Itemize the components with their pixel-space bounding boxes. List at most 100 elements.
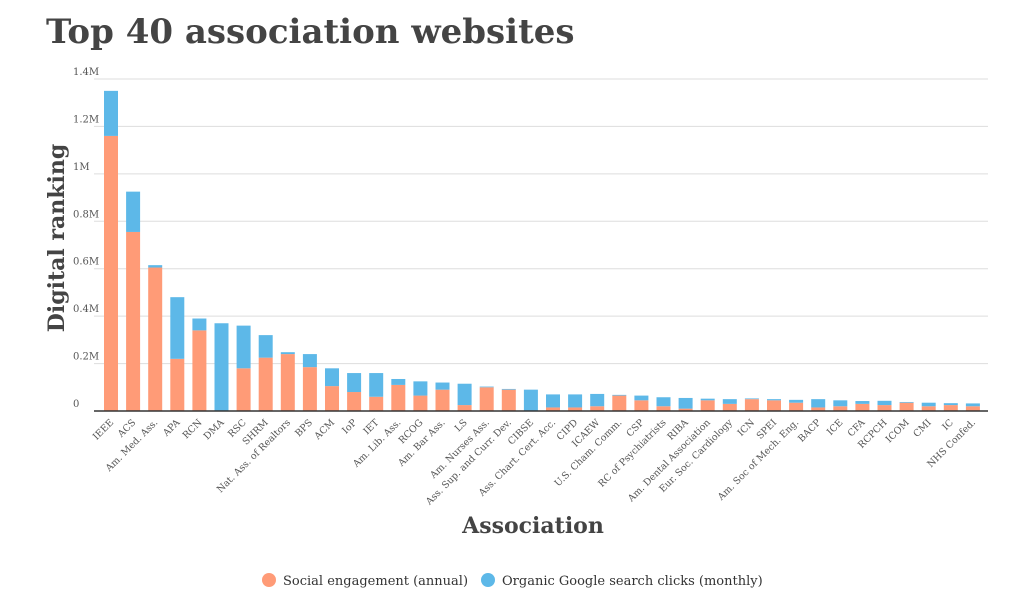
legend-swatch-organic — [481, 573, 495, 587]
bar-organic-clicks — [656, 397, 671, 407]
bar-organic-clicks — [214, 323, 229, 411]
bar-social-engagement — [767, 400, 781, 411]
y-tick-label: 0.4M — [73, 304, 99, 315]
bar-organic-clicks — [811, 399, 826, 408]
bar-organic-clicks — [479, 386, 494, 388]
y-tick-label: 0.6M — [73, 257, 99, 268]
bar-social-engagement — [369, 396, 384, 411]
bar-social-engagement — [590, 406, 605, 411]
bar-social-engagement — [921, 406, 936, 411]
bar-social-engagement — [435, 389, 450, 411]
y-tick-label: 0.2M — [73, 352, 99, 363]
bar-organic-clicks — [369, 373, 384, 397]
legend: Social engagement (annual) Organic Googl… — [262, 573, 763, 589]
bar-social-engagement — [678, 408, 693, 411]
x-tick-label: RCN — [181, 417, 205, 441]
bar-social-engagement — [855, 403, 870, 411]
bar-organic-clicks — [192, 318, 207, 331]
x-tick-label: BACP — [796, 417, 824, 445]
bar-social-engagement — [965, 406, 980, 411]
bar-social-engagement — [656, 406, 671, 411]
y-tick-label: 1M — [73, 162, 90, 173]
bar-organic-clicks — [678, 397, 693, 409]
bar-social-engagement — [280, 354, 295, 411]
bar-organic-clicks — [634, 395, 649, 401]
bar-organic-clicks — [789, 399, 804, 403]
bar-organic-clicks — [325, 368, 339, 387]
bar-organic-clicks — [612, 394, 627, 396]
y-tick-label: 1.2M — [73, 114, 99, 125]
bar-social-engagement — [612, 395, 627, 411]
bar-social-engagement — [634, 400, 649, 411]
bar-social-engagement — [391, 384, 406, 411]
bar-social-engagement — [899, 402, 914, 411]
bar-organic-clicks — [347, 373, 362, 393]
x-tick-label: IC — [940, 417, 956, 433]
x-tick-label: ICN — [736, 417, 757, 438]
bar-organic-clicks — [413, 381, 428, 396]
x-tick-label: APA — [160, 417, 182, 439]
chart-title: Top 40 association websites — [46, 12, 575, 52]
bar-organic-clicks — [391, 378, 406, 385]
bar-organic-clicks — [126, 191, 141, 232]
bar-organic-clicks — [435, 382, 450, 390]
x-tick-label: CMI — [911, 417, 934, 440]
y-tick-label: 0 — [73, 399, 79, 410]
bar-social-engagement — [413, 395, 428, 411]
bar-social-engagement — [568, 407, 583, 411]
bar-social-engagement — [700, 400, 715, 411]
x-tick-label: IEEE — [91, 417, 116, 442]
y-axis-ticks: 0 0.2M 0.4M 0.6M 0.8M 1M 1.2M 1.4M — [73, 67, 99, 410]
bar-organic-clicks — [236, 325, 251, 369]
bar-social-engagement — [170, 358, 185, 411]
bar-organic-clicks — [501, 388, 516, 390]
bar-organic-clicks — [170, 297, 185, 359]
bar-social-engagement — [744, 399, 759, 411]
x-tick-label: LS — [453, 417, 470, 434]
bar-social-engagement — [479, 387, 494, 411]
y-tick-label: 1.4M — [73, 67, 99, 78]
bar-organic-clicks — [523, 389, 538, 411]
bar-organic-clicks — [546, 394, 560, 408]
y-axis-title: Digital ranking — [44, 144, 70, 332]
bar-social-engagement — [347, 392, 362, 411]
bar-organic-clicks — [280, 352, 295, 355]
bar-social-engagement — [457, 405, 472, 411]
y-tick-label: 0.8M — [73, 209, 99, 220]
bar-organic-clicks — [744, 398, 759, 400]
bar-social-engagement — [943, 405, 958, 411]
bar-social-engagement — [148, 267, 163, 411]
x-tick-label: ICOM — [884, 417, 912, 445]
bar-organic-clicks — [877, 400, 892, 406]
bar-social-engagement — [258, 357, 273, 411]
bar-organic-clicks — [148, 265, 163, 268]
bar-social-engagement — [104, 135, 118, 411]
bar-organic-clicks — [921, 402, 936, 407]
x-tick-label: ICE — [825, 417, 846, 438]
bar-organic-clicks — [258, 335, 273, 358]
bar-social-engagement — [126, 231, 141, 411]
bar-social-engagement — [501, 389, 516, 411]
bar-organic-clicks — [700, 398, 715, 401]
bar-social-engagement — [192, 330, 207, 411]
bar-social-engagement — [722, 403, 737, 411]
x-tick-label: ACM — [312, 417, 338, 443]
x-tick-label: DMA — [202, 417, 227, 442]
bar-social-engagement — [833, 406, 848, 411]
bar-social-engagement — [546, 407, 560, 411]
bar-social-engagement — [877, 405, 892, 411]
bar-social-engagement — [302, 367, 317, 411]
bar-organic-clicks — [722, 399, 737, 404]
grid-lines — [94, 78, 988, 365]
bar-organic-clicks — [899, 401, 914, 403]
bar-social-engagement — [325, 386, 339, 411]
bar-organic-clicks — [590, 393, 605, 407]
bar-organic-clicks — [104, 90, 118, 136]
legend-label-social: Social engagement (annual) — [283, 574, 468, 589]
bar-organic-clicks — [457, 383, 472, 406]
bar-organic-clicks — [855, 401, 870, 404]
bars — [104, 90, 980, 411]
legend-label-organic: Organic Google search clicks (monthly) — [502, 574, 763, 589]
